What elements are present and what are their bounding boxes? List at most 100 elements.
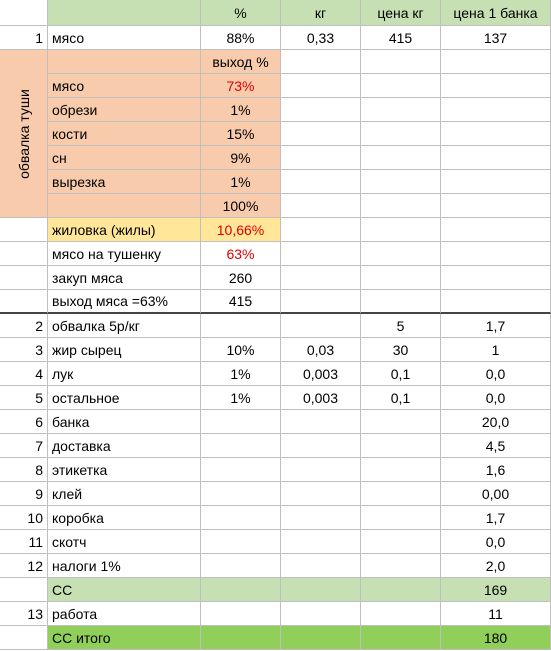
carcass-item-name[interactable]: кости xyxy=(48,122,201,146)
item-price-can[interactable]: 0,00 xyxy=(441,482,551,506)
meat-yield-value[interactable]: 415 xyxy=(201,290,281,314)
empty-cell[interactable] xyxy=(441,266,551,290)
cost-blank[interactable] xyxy=(361,578,441,602)
item-price-kg[interactable]: 5 xyxy=(361,314,441,338)
row-number[interactable]: 4 xyxy=(0,362,48,386)
item-name[interactable]: обвалка 5р/кг xyxy=(48,314,201,338)
empty-cell[interactable] xyxy=(361,266,441,290)
item-price-can[interactable]: 0,0 xyxy=(441,362,551,386)
item-percent[interactable]: 10% xyxy=(201,338,281,362)
empty-cell[interactable] xyxy=(281,218,361,242)
row-number[interactable]: 7 xyxy=(0,434,48,458)
row-number[interactable]: 3 xyxy=(0,338,48,362)
empty-cell[interactable] xyxy=(281,242,361,266)
empty-cell[interactable] xyxy=(281,266,361,290)
empty-cell[interactable] xyxy=(361,50,441,74)
row-number[interactable]: 12 xyxy=(0,554,48,578)
item-name[interactable]: лук xyxy=(48,362,201,386)
header-row-number[interactable] xyxy=(0,0,48,26)
item-kg[interactable] xyxy=(281,314,361,338)
item-percent[interactable] xyxy=(201,554,281,578)
item-kg[interactable]: 0,003 xyxy=(281,386,361,410)
labor-value[interactable]: 11 xyxy=(441,602,551,626)
stew-meat-percent[interactable]: 63% xyxy=(201,242,281,266)
item-price-kg[interactable] xyxy=(361,410,441,434)
item-kg[interactable] xyxy=(281,554,361,578)
item-price-can[interactable]: 1 xyxy=(441,338,551,362)
empty-cell[interactable] xyxy=(281,98,361,122)
item-percent[interactable] xyxy=(201,410,281,434)
item-price-kg[interactable]: 0,1 xyxy=(361,362,441,386)
item-kg[interactable] xyxy=(281,434,361,458)
item-price-kg[interactable] xyxy=(361,554,441,578)
item-price-can[interactable]: 1,6 xyxy=(441,458,551,482)
carcass-item-percent[interactable]: 9% xyxy=(201,146,281,170)
item-name[interactable]: доставка xyxy=(48,434,201,458)
header-price-can[interactable]: цена 1 банка xyxy=(441,0,551,26)
empty-cell[interactable] xyxy=(281,146,361,170)
empty-cell[interactable] xyxy=(361,602,441,626)
item-percent[interactable] xyxy=(201,530,281,554)
empty-cell[interactable] xyxy=(361,122,441,146)
item-price-can[interactable]: 20,0 xyxy=(441,410,551,434)
cost-total-blank[interactable] xyxy=(201,626,281,650)
empty-cell[interactable] xyxy=(441,290,551,314)
item-percent[interactable] xyxy=(201,482,281,506)
empty-cell[interactable] xyxy=(361,98,441,122)
item-name[interactable]: жир сырец xyxy=(48,338,201,362)
item-price-kg[interactable]: 30 xyxy=(361,338,441,362)
empty-cell[interactable] xyxy=(441,194,551,218)
empty-cell[interactable] xyxy=(441,170,551,194)
item-name[interactable]: остальное xyxy=(48,386,201,410)
item-price-can[interactable]: 1,7 xyxy=(441,506,551,530)
item-name[interactable]: скотч xyxy=(48,530,201,554)
cost-value[interactable]: 169 xyxy=(441,578,551,602)
row-number[interactable]: 5 xyxy=(0,386,48,410)
row-number[interactable]: 8 xyxy=(0,458,48,482)
row-number[interactable]: 9 xyxy=(0,482,48,506)
carcass-item-name[interactable]: сн xyxy=(48,146,201,170)
empty-cell[interactable] xyxy=(361,74,441,98)
empty-cell[interactable] xyxy=(361,218,441,242)
empty-cell[interactable] xyxy=(361,146,441,170)
row-number[interactable] xyxy=(0,626,48,650)
empty-cell[interactable] xyxy=(281,602,361,626)
empty-cell[interactable] xyxy=(441,218,551,242)
item-price-can[interactable]: 4,5 xyxy=(441,434,551,458)
cost-blank[interactable] xyxy=(281,578,361,602)
row-number[interactable]: 2 xyxy=(0,314,48,338)
empty-cell[interactable] xyxy=(361,290,441,314)
item-percent[interactable]: 1% xyxy=(201,386,281,410)
empty-cell[interactable] xyxy=(361,170,441,194)
item-price-kg[interactable]: 0,1 xyxy=(361,386,441,410)
cost-blank[interactable] xyxy=(201,578,281,602)
empty-cell[interactable] xyxy=(281,170,361,194)
item-name[interactable]: налоги 1% xyxy=(48,554,201,578)
sinew-percent[interactable]: 10,66% xyxy=(201,218,281,242)
item-percent[interactable] xyxy=(201,314,281,338)
empty-cell[interactable] xyxy=(441,146,551,170)
item-percent[interactable] xyxy=(201,458,281,482)
empty-cell[interactable] xyxy=(281,194,361,218)
item-name[interactable]: этикетка xyxy=(48,458,201,482)
item-percent[interactable] xyxy=(201,506,281,530)
empty-cell[interactable] xyxy=(441,50,551,74)
header-kg[interactable]: кг xyxy=(281,0,361,26)
item-percent[interactable]: 88% xyxy=(201,26,281,50)
stew-meat-name[interactable]: мясо на тушенку xyxy=(48,242,201,266)
item-kg[interactable] xyxy=(281,506,361,530)
meat-yield-name[interactable]: выход мяса =63% xyxy=(48,290,201,314)
empty-cell[interactable] xyxy=(441,242,551,266)
carcass-blank[interactable] xyxy=(48,50,201,74)
empty-cell[interactable] xyxy=(361,242,441,266)
item-price-kg[interactable] xyxy=(361,434,441,458)
empty-cell[interactable] xyxy=(441,98,551,122)
item-kg[interactable]: 0,03 xyxy=(281,338,361,362)
carcass-total[interactable]: 100% xyxy=(201,194,281,218)
item-name[interactable]: мясо xyxy=(48,26,201,50)
row-number[interactable]: 10 xyxy=(0,506,48,530)
carcass-item-name[interactable]: вырезка xyxy=(48,170,201,194)
empty-cell[interactable] xyxy=(281,74,361,98)
item-kg[interactable] xyxy=(281,482,361,506)
empty-cell[interactable] xyxy=(281,50,361,74)
